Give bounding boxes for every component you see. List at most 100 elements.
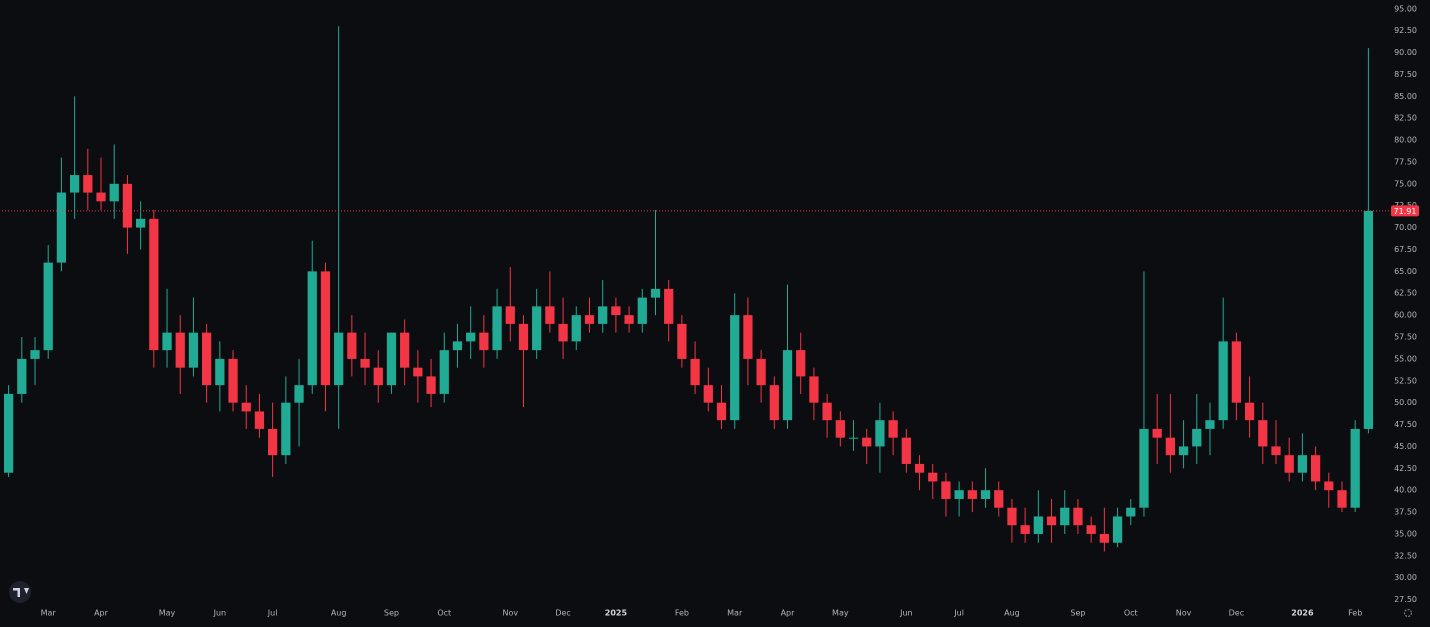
candle-body <box>281 402 291 456</box>
candle-body <box>360 358 370 368</box>
candle-body <box>1244 402 1255 421</box>
candle-body <box>1205 420 1215 429</box>
candle-body <box>532 306 542 351</box>
candle-body <box>624 315 634 324</box>
settings-icon[interactable] <box>1403 608 1413 618</box>
x-tick-label: Jul <box>953 609 964 618</box>
y-tick-label: 67.50 <box>1394 245 1417 254</box>
candle-body <box>413 367 423 377</box>
y-tick-label: 40.00 <box>1394 486 1417 495</box>
candle-body <box>83 175 93 193</box>
candle-body <box>1231 341 1242 403</box>
candle-body <box>1099 533 1109 543</box>
candle-body <box>1337 490 1347 508</box>
y-tick-label: 60.00 <box>1394 311 1417 320</box>
y-tick-label: 55.00 <box>1394 354 1417 363</box>
candle-body <box>611 306 621 316</box>
y-tick-label: 35.00 <box>1394 529 1417 538</box>
candle-body <box>1126 507 1136 517</box>
candle-body <box>637 297 647 324</box>
candle-body <box>1363 210 1374 429</box>
candle-body <box>254 411 265 429</box>
candle-body <box>1310 455 1321 482</box>
x-tick-label: Apr <box>781 609 796 618</box>
y-tick-label: 57.50 <box>1394 333 1417 342</box>
candle-body <box>1165 437 1175 456</box>
candle-body <box>1046 516 1057 526</box>
x-tick-label: May <box>832 609 849 618</box>
candle-body <box>769 385 779 421</box>
candle-body <box>452 341 463 351</box>
y-tick-label: 92.50 <box>1394 26 1417 35</box>
candle-body <box>690 358 700 386</box>
x-tick-label: Mar <box>41 609 57 618</box>
candle-body <box>822 402 832 421</box>
candle-body <box>730 315 740 421</box>
candle-body <box>135 218 146 228</box>
x-tick-label: Nov <box>502 609 518 618</box>
candle-body <box>1271 446 1281 456</box>
y-tick-label: 90.00 <box>1394 48 1417 57</box>
candle-body <box>122 183 133 228</box>
candle-body <box>162 332 172 351</box>
y-tick-label: 62.50 <box>1394 289 1417 298</box>
candle-body <box>96 192 106 202</box>
candle-body <box>1152 428 1162 438</box>
x-tick-label: 2026 <box>1291 609 1314 618</box>
candle-body <box>782 350 793 421</box>
candle-body <box>43 262 53 351</box>
x-tick-label: Jun <box>213 609 227 618</box>
candle-body <box>664 288 674 324</box>
candle-body <box>1192 428 1202 447</box>
candle-body <box>584 315 595 324</box>
candle-body <box>56 192 67 263</box>
y-tick-label: 85.00 <box>1394 92 1417 101</box>
plot: 27.50 30.00 32.50 35.00 37.50 40.00 42.50 45.00… <box>2 4 1417 618</box>
candle-body <box>268 428 278 456</box>
candle-body <box>941 481 951 499</box>
y-tick-label: 95.00 <box>1394 4 1417 13</box>
x-tick-label: Nov <box>1176 609 1192 618</box>
tradingview-logo[interactable] <box>9 581 31 603</box>
candle-body <box>994 490 1004 508</box>
candle-body <box>835 420 845 438</box>
x-tick-label: Jun <box>899 609 913 618</box>
candle-body <box>756 358 766 386</box>
candle-body <box>149 218 159 351</box>
y-tick-label: 42.50 <box>1394 464 1417 473</box>
candle-body <box>545 306 555 324</box>
x-tick-label: 2025 <box>605 609 628 618</box>
candle-body <box>703 385 713 403</box>
y-tick-label: 50.00 <box>1394 398 1417 407</box>
x-tick-label: Jul <box>267 609 278 618</box>
y-tick-label: 37.50 <box>1394 508 1417 517</box>
candle-body <box>1324 481 1334 491</box>
x-tick-label: Aug <box>331 609 347 618</box>
candle-body <box>109 183 119 202</box>
y-tick-label: 32.50 <box>1394 551 1417 560</box>
y-tick-label: 65.00 <box>1394 267 1417 276</box>
candle-body <box>571 315 581 342</box>
x-tick-label: May <box>159 609 176 618</box>
y-tick-label: 52.50 <box>1394 376 1417 385</box>
y-tick-label: 77.50 <box>1394 157 1417 166</box>
candle-body <box>809 376 819 403</box>
x-tick-label: Oct <box>1124 609 1138 618</box>
x-tick-label: Sep <box>1070 609 1085 618</box>
candle-body <box>505 306 515 324</box>
x-tick-label: Dec <box>1229 609 1244 618</box>
candle-body <box>1060 507 1070 526</box>
candle-body <box>334 332 344 386</box>
candle-body <box>466 332 476 342</box>
x-tick-label: Dec <box>555 609 570 618</box>
candle-body <box>400 332 410 368</box>
x-tick-label: Apr <box>94 609 109 618</box>
x-tick-label: Aug <box>1004 609 1020 618</box>
candle-body <box>17 358 27 394</box>
candle-body <box>1007 507 1017 526</box>
candle-body <box>1178 446 1189 456</box>
candle-body <box>439 350 449 394</box>
candle-body <box>888 420 898 438</box>
candle-body <box>980 490 991 499</box>
candle-body <box>1350 428 1360 508</box>
